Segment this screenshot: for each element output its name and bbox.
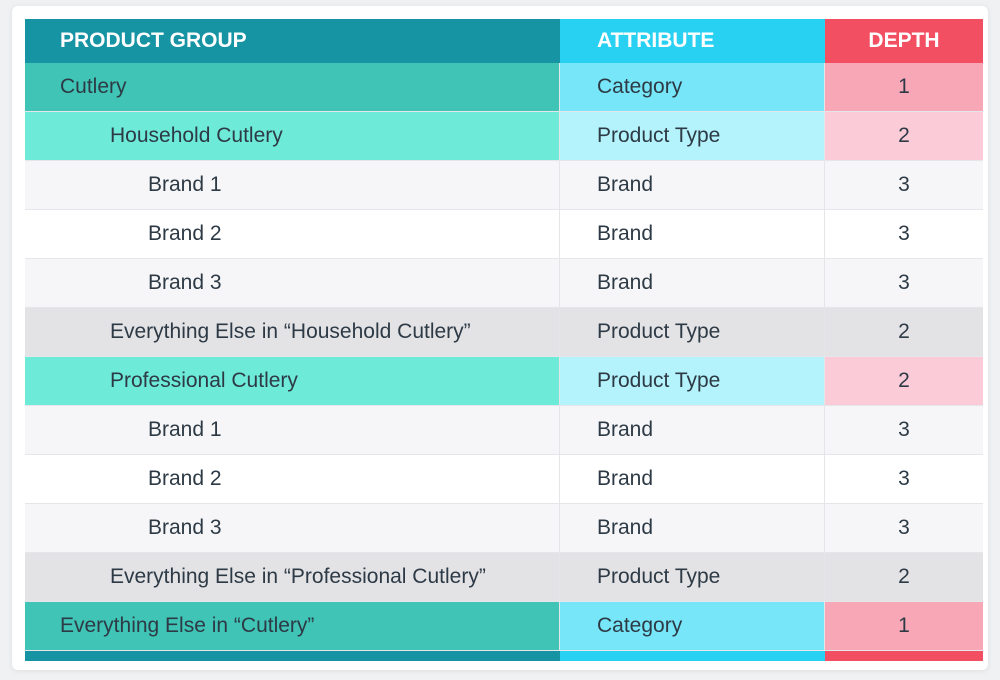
cell-attribute: Brand: [560, 259, 825, 307]
table-row: Cutlery Category 1: [25, 63, 983, 112]
cell-depth: 2: [825, 357, 983, 405]
cell-product-group: Everything Else in “Professional Cutlery…: [25, 553, 560, 601]
cell-attribute: Brand: [560, 455, 825, 503]
cell-product-group: Everything Else in “Cutlery”: [25, 602, 560, 650]
table-footer-bar: [25, 651, 983, 661]
cell-attribute: Brand: [560, 406, 825, 454]
cell-attribute: Brand: [560, 161, 825, 209]
cell-product-group: Brand 3: [25, 504, 560, 552]
cell-attribute: Brand: [560, 210, 825, 258]
table-row: Brand 2 Brand 3: [25, 455, 983, 504]
footer-bar-attribute: [560, 651, 825, 661]
cell-product-group: Brand 3: [25, 259, 560, 307]
cell-attribute: Brand: [560, 504, 825, 552]
cell-depth: 3: [825, 406, 983, 454]
cell-attribute: Product Type: [560, 553, 825, 601]
footer-bar-product-group: [25, 651, 560, 661]
header-attribute: ATTRIBUTE: [560, 19, 825, 63]
cell-product-group: Professional Cutlery: [25, 357, 560, 405]
cell-attribute: Product Type: [560, 308, 825, 356]
header-depth: DEPTH: [825, 19, 983, 63]
cell-depth: 2: [825, 308, 983, 356]
table-row: Everything Else in “Cutlery” Category 1: [25, 602, 983, 651]
table-header: PRODUCT GROUP ATTRIBUTE DEPTH: [25, 19, 983, 63]
cell-depth: 3: [825, 161, 983, 209]
cell-depth: 3: [825, 259, 983, 307]
cell-product-group: Brand 2: [25, 455, 560, 503]
cell-product-group: Cutlery: [25, 63, 560, 111]
cell-product-group: Brand 2: [25, 210, 560, 258]
cell-depth: 1: [825, 63, 983, 111]
table-row: Household Cutlery Product Type 2: [25, 112, 983, 161]
cell-depth: 1: [825, 602, 983, 650]
table-row: Everything Else in “Household Cutlery” Pr…: [25, 308, 983, 357]
table-row: Brand 1 Brand 3: [25, 406, 983, 455]
cell-depth: 3: [825, 504, 983, 552]
table-body: Cutlery Category 1 Household Cutlery Product…: [25, 63, 983, 651]
table-row: Brand 2 Brand 3: [25, 210, 983, 259]
cell-attribute: Category: [560, 63, 825, 111]
cell-product-group: Brand 1: [25, 161, 560, 209]
cell-depth: 3: [825, 455, 983, 503]
cell-attribute: Product Type: [560, 112, 825, 160]
cell-attribute: Product Type: [560, 357, 825, 405]
table-row: Professional Cutlery Product Type 2: [25, 357, 983, 406]
cell-product-group: Everything Else in “Household Cutlery”: [25, 308, 560, 356]
cell-product-group: Brand 1: [25, 406, 560, 454]
product-group-table: PRODUCT GROUP ATTRIBUTE DEPTH Cutlery Cat…: [25, 19, 983, 661]
footer-bar-depth: [825, 651, 983, 661]
table-row: Brand 3 Brand 3: [25, 504, 983, 553]
table-row: Brand 3 Brand 3: [25, 259, 983, 308]
cell-depth: 3: [825, 210, 983, 258]
table-row: Brand 1 Brand 3: [25, 161, 983, 210]
cell-product-group: Household Cutlery: [25, 112, 560, 160]
cell-depth: 2: [825, 112, 983, 160]
cell-depth: 2: [825, 553, 983, 601]
header-product-group: PRODUCT GROUP: [25, 19, 560, 63]
table-row: Everything Else in “Professional Cutlery…: [25, 553, 983, 602]
cell-attribute: Category: [560, 602, 825, 650]
